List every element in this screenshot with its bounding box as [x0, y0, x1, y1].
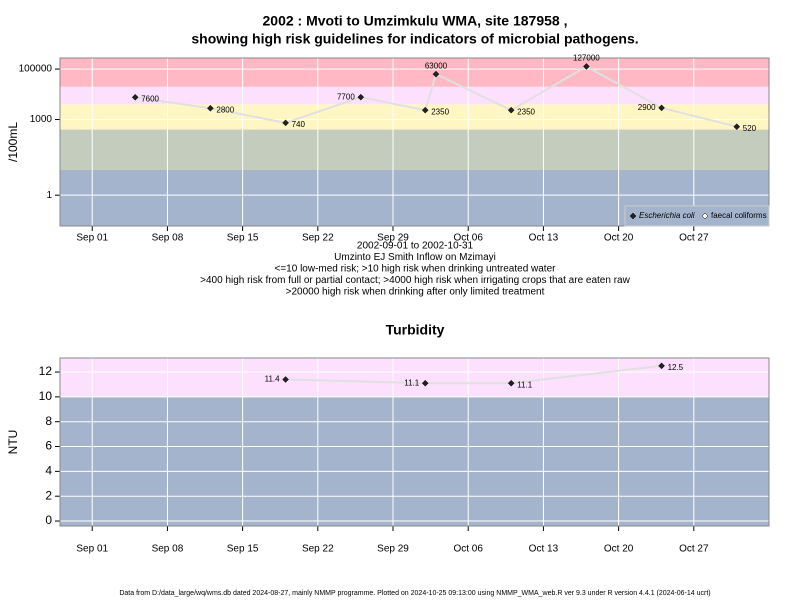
subtitle: <=10 low-med risk; >10 high risk when dr…: [275, 264, 557, 275]
chart-title: 2002 : Mvoti to Umzimkulu WMA, site 1879…: [263, 13, 568, 29]
data-point: [658, 104, 665, 112]
x-tick-label: Oct 20: [604, 544, 634, 555]
legend-label: faecal coliforms: [711, 211, 767, 220]
y-tick-label: 1: [46, 190, 52, 201]
data-label: 127000: [573, 54, 600, 63]
risk-band: [60, 396, 769, 526]
data-label: 740: [292, 120, 306, 129]
data-point: [507, 379, 515, 387]
chart-title: Turbidity: [386, 322, 445, 338]
legend-label: Escherichia coli: [639, 211, 695, 220]
x-tick-label: Oct 13: [529, 233, 559, 244]
data-point: [357, 93, 365, 101]
x-tick-label: Sep 08: [152, 233, 184, 244]
x-tick-label: Sep 15: [227, 544, 259, 555]
data-point: [131, 93, 139, 101]
y-tick-label: 4: [45, 464, 52, 478]
y-tick-label: 10: [39, 389, 53, 403]
data-label: 2800: [216, 105, 234, 114]
y-tick-label: 6: [45, 439, 52, 453]
legend-marker: [629, 212, 637, 220]
plot-frame: [59, 57, 770, 227]
subtitle: 2002-09-01 to 2002-10-31: [357, 241, 474, 252]
data-label: 11.4: [265, 375, 281, 384]
risk-band: [60, 358, 769, 397]
legend-marker: [701, 212, 709, 220]
x-tick-label: Sep 22: [302, 233, 334, 244]
x-tick-label: Sep 08: [152, 544, 184, 555]
x-tick-label: Sep 01: [76, 233, 108, 244]
y-tick-label: 2: [45, 488, 52, 502]
data-label: 2350: [431, 107, 449, 116]
subtitle: >400 high risk from full or partial cont…: [200, 275, 630, 286]
x-tick-label: Oct 06: [453, 544, 483, 555]
x-tick-label: Oct 13: [529, 544, 559, 555]
data-label: 7600: [141, 94, 159, 103]
data-point: [282, 119, 289, 127]
subtitle: Umzinto EJ Smith Inflow on Mzimayi: [334, 252, 496, 263]
risk-band: [60, 86, 769, 105]
data-label: 11.1: [404, 378, 420, 387]
chart-title: showing high risk guidelines for indicat…: [191, 31, 638, 47]
x-tick-label: Sep 01: [76, 544, 108, 555]
subtitle: >20000 high risk when drinking after onl…: [286, 287, 545, 298]
y-axis-label: /100mL: [6, 122, 20, 162]
data-point: [207, 104, 214, 112]
data-point: [432, 70, 440, 78]
y-tick-label: 0: [45, 513, 52, 527]
legend-box: [624, 205, 770, 227]
data-point: [583, 63, 590, 70]
y-tick-label: 1000: [30, 114, 53, 125]
data-label: 12.5: [668, 363, 684, 372]
data-point: [733, 123, 741, 131]
data-point: [282, 376, 289, 383]
plot-frame: [59, 357, 770, 527]
x-tick-label: Sep 29: [377, 233, 409, 244]
series-line: [285, 364, 662, 385]
footer: Data from D:/data_large/wq/wms.db dated …: [119, 590, 710, 597]
data-point: [421, 379, 429, 387]
risk-band: [60, 129, 769, 170]
y-tick-label: 12: [39, 364, 53, 378]
series-line: [135, 65, 738, 128]
x-tick-label: Oct 27: [679, 544, 709, 555]
data-point: [421, 106, 429, 114]
y-tick-label: 8: [45, 414, 52, 428]
data-label: 520: [743, 124, 757, 133]
y-axis-label: NTU: [6, 430, 20, 455]
data-label: 63000: [425, 61, 448, 70]
data-label: 2900: [638, 103, 656, 112]
data-point: [507, 106, 515, 114]
y-tick-label: 100000: [19, 64, 53, 75]
x-tick-label: Sep 15: [227, 233, 259, 244]
data-label: 7700: [337, 92, 355, 101]
x-tick-label: Oct 27: [679, 233, 709, 244]
x-tick-label: Oct 06: [453, 233, 483, 244]
risk-band: [60, 58, 769, 87]
x-tick-label: Oct 20: [604, 233, 634, 244]
x-tick-label: Sep 29: [377, 544, 409, 555]
data-point: [658, 362, 665, 370]
data-label: 2350: [517, 107, 535, 116]
data-label: 11.1: [517, 380, 533, 389]
x-tick-label: Sep 22: [302, 544, 334, 555]
